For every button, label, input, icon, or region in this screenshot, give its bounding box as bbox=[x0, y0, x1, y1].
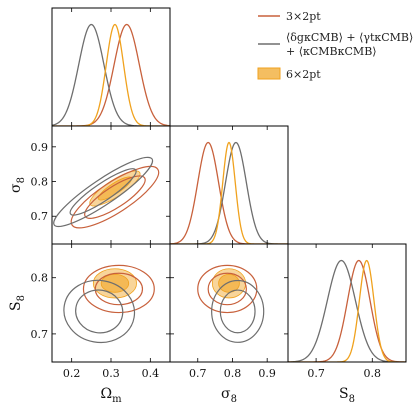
tick-labels: 0.2 0.3 0.4 0.7 0.8 0.9 0.7 0.8 0.7 0.8 0.9 0.7 0.8 bbox=[31, 141, 382, 380]
panel-frame bbox=[51, 7, 171, 127]
panel-content bbox=[288, 259, 406, 362]
contour-om-S8-series-1-level-0 bbox=[75, 289, 124, 334]
marginal-curve-s8-series-0 bbox=[170, 141, 288, 244]
panel-om-om bbox=[51, 7, 171, 127]
panel-om-S8 bbox=[51, 243, 171, 363]
contour-om-s8-series-0-level-1 bbox=[70, 165, 160, 229]
y-tick-label-s8: 0.7 bbox=[31, 210, 49, 223]
marginal-curve-om-series-1 bbox=[52, 23, 170, 126]
x-tick-label-s8: 0.9 bbox=[258, 367, 276, 380]
y-axis-label-s8: σ8 bbox=[8, 177, 27, 193]
panel-content bbox=[197, 264, 265, 343]
axis-labels: Ωm σ8 S8 σ8 S8 bbox=[8, 177, 355, 405]
panels bbox=[51, 7, 407, 363]
panel-content bbox=[170, 141, 288, 244]
legend-label-kappa-cmb: ⟨δgκCMB⟩ + ⟨γtκCMB⟩ + ⟨κCMBκCMB⟩ bbox=[286, 31, 413, 58]
y-tick-label-s8: 0.8 bbox=[31, 176, 49, 189]
x-tick-label-S8: 0.7 bbox=[307, 367, 325, 380]
y-axis-label-S8: S8 bbox=[8, 295, 27, 311]
panel-content bbox=[53, 156, 160, 229]
contour-s8-S8-series-1-level-0 bbox=[219, 289, 256, 334]
contour-om-s8-series-1-level-0 bbox=[69, 168, 137, 216]
legend-label-3x2pt: 3×2pt bbox=[286, 10, 321, 23]
panel-frame bbox=[169, 243, 289, 363]
contour-om-S8-series-1-level-1 bbox=[63, 279, 136, 344]
marginal-curve-S8-series-1 bbox=[288, 259, 406, 362]
x-axis-label-om: Ωm bbox=[100, 386, 122, 405]
x-tick-label-s8: 0.8 bbox=[224, 367, 242, 380]
legend-label-6x2pt: 6×2pt bbox=[286, 68, 321, 81]
contour-om-s8-series-0-level-0 bbox=[84, 175, 146, 219]
marginal-curve-om-series-2 bbox=[52, 23, 170, 126]
panel-s8-s8 bbox=[169, 125, 289, 245]
y-tick-label-S8: 0.7 bbox=[31, 328, 49, 341]
x-axis-label-s8: σ8 bbox=[221, 386, 237, 405]
panel-S8-S8 bbox=[287, 243, 407, 363]
contour-s8-S8-series-0-level-0 bbox=[207, 272, 247, 306]
contour-s8-S8-series-1-level-1 bbox=[211, 279, 265, 343]
contour-om-S8-series-2-level-0 bbox=[100, 273, 130, 293]
contour-om-S8-series-0-level-0 bbox=[94, 272, 144, 306]
legend: 3×2pt ⟨δgκCMB⟩ + ⟨γtκCMB⟩ + ⟨κCMBκCMB⟩ 6×2p… bbox=[257, 10, 413, 81]
marginal-curve-s8-series-2 bbox=[170, 141, 288, 244]
x-tick-label-om: 0.2 bbox=[63, 367, 81, 380]
panel-om-s8 bbox=[51, 125, 171, 245]
legend-swatch-6x2pt bbox=[257, 67, 281, 80]
panel-content bbox=[63, 264, 155, 344]
marginal-curve-S8-series-2 bbox=[288, 259, 406, 362]
x-tick-label-s8: 0.7 bbox=[189, 367, 207, 380]
panel-frame bbox=[169, 125, 289, 245]
panel-content bbox=[52, 23, 170, 126]
marginal-curve-om-series-0 bbox=[52, 23, 170, 126]
contour-om-s8-series-1-level-1 bbox=[53, 156, 154, 228]
x-tick-label-om: 0.4 bbox=[142, 367, 160, 380]
x-tick-label-S8: 0.8 bbox=[364, 367, 382, 380]
panel-s8-S8 bbox=[169, 243, 289, 363]
y-tick-label-S8: 0.8 bbox=[31, 272, 49, 285]
panel-frame bbox=[287, 243, 407, 363]
contour-om-S8-series-0-level-1 bbox=[82, 264, 155, 314]
contour-s8-S8-series-0-level-1 bbox=[197, 264, 258, 314]
x-axis-label-S8: S8 bbox=[339, 386, 355, 405]
panel-frame bbox=[51, 243, 171, 363]
x-tick-label-om: 0.3 bbox=[102, 367, 120, 380]
y-tick-label-s8: 0.9 bbox=[31, 141, 49, 154]
marginal-curve-S8-series-0 bbox=[288, 259, 406, 362]
